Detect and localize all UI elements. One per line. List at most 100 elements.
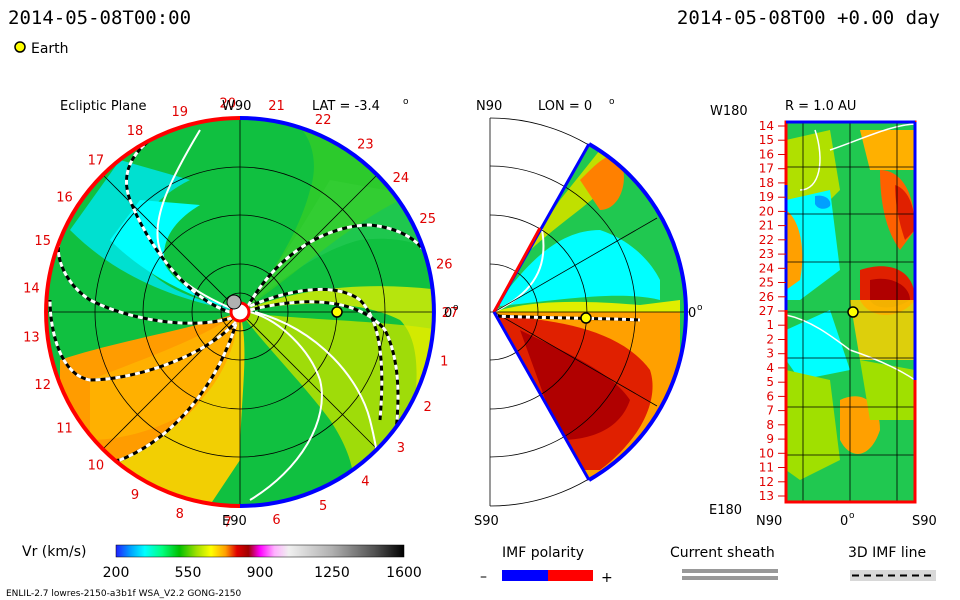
carrington-label-8: 8	[176, 507, 184, 522]
latlon-row-label-6: 6	[766, 389, 774, 403]
latlon-row-label-11: 11	[759, 461, 774, 475]
latlon-bottom-degree: o	[849, 511, 855, 521]
carrington-label-7: 7	[224, 516, 232, 531]
latlon-top-left-label: W180	[710, 104, 748, 119]
latlon-row-label-19: 19	[759, 190, 774, 204]
meridional-polarity-arc	[587, 142, 688, 482]
latlon-row-label-25: 25	[759, 276, 774, 290]
carrington-label-24: 24	[393, 171, 410, 186]
latlon-row-label-7: 7	[766, 404, 774, 418]
carrington-label-2: 2	[424, 400, 432, 415]
carrington-label-11: 11	[56, 421, 73, 436]
latlon-row-labels: 1415161718192021222324252627123456789101…	[759, 119, 786, 503]
earth-marker-ecliptic	[331, 306, 343, 318]
carrington-label-27: 27	[442, 306, 459, 321]
carrington-label-1: 1	[440, 354, 448, 369]
latlon-row-label-10: 10	[759, 446, 774, 460]
latlon-row-label-27: 27	[759, 304, 774, 318]
imf-positive-swatch	[548, 570, 593, 581]
imf-line-title: 3D IMF line	[848, 545, 926, 561]
latlon-row-label-3: 3	[766, 347, 774, 361]
latlon-row-label-2: 2	[766, 333, 774, 347]
speed-colorbar: Vr (km/s) 200 550 900 1250 1600	[22, 544, 422, 581]
right-timestamp: 2014-05-08T00 +0.00 day	[677, 7, 940, 29]
latlon-row-label-4: 4	[766, 361, 774, 375]
imf-negative-swatch	[502, 570, 548, 581]
earth-legend-label: Earth	[31, 41, 69, 57]
latlon-row-label-23: 23	[759, 247, 774, 261]
latlon-row-label-18: 18	[759, 176, 774, 190]
carrington-label-13: 13	[23, 330, 40, 345]
colorbar-gradient	[115, 544, 405, 558]
latlon-row-label-24: 24	[759, 261, 774, 275]
latlon-row-label-20: 20	[759, 204, 774, 218]
meridional-panel: N90 S90 LON = 0 o 0 o	[474, 97, 703, 529]
latlon-bottom-label-n90: N90	[756, 514, 782, 529]
carrington-label-23: 23	[357, 138, 374, 153]
latlon-panel: 1415161718192021222324252627123456789101…	[709, 99, 937, 529]
meridional-title: LON = 0	[538, 99, 592, 114]
colorbar-tick-900: 900	[247, 565, 274, 581]
ecliptic-polarity-negative-arc	[44, 116, 241, 508]
latlon-row-label-8: 8	[766, 418, 774, 432]
meridional-lower-edge	[492, 311, 591, 481]
ecliptic-right-label: 0	[444, 306, 452, 321]
carrington-label-3: 3	[397, 441, 405, 456]
ecliptic-latitude-label: LAT = -3.4	[312, 99, 380, 114]
latlon-row-label-26: 26	[759, 290, 774, 304]
latlon-row-label-21: 21	[759, 219, 774, 233]
latlon-row-label-12: 12	[759, 475, 774, 489]
latlon-bottom-label-0: 0	[840, 514, 848, 529]
carrington-label-19: 19	[172, 105, 189, 120]
colorbar-tick-1250: 1250	[314, 565, 350, 581]
ecliptic-polarity-positive-arc	[239, 116, 436, 508]
colorbar-label: Vr (km/s)	[22, 544, 86, 560]
imf-plus-label: +	[601, 570, 613, 586]
current-sheath-swatch-bottom	[682, 576, 778, 580]
meridional-top-label: N90	[476, 99, 502, 114]
imf-polarity-title: IMF polarity	[502, 545, 584, 561]
latlon-row-label-5: 5	[766, 375, 774, 389]
carrington-label-22: 22	[315, 113, 332, 128]
meridional-right-label: 0	[688, 306, 696, 321]
earth-marker-meridional	[580, 312, 592, 324]
carrington-label-25: 25	[419, 212, 436, 227]
carrington-label-14: 14	[23, 282, 40, 297]
carrington-label-10: 10	[88, 459, 105, 474]
ecliptic-bottom-label: E90	[222, 514, 247, 529]
model-info: ENLIL-2.7 lowres-2150-a3b1f WSA_V2.2 GON…	[6, 589, 242, 599]
carrington-label-16: 16	[56, 191, 73, 206]
ecliptic-title: Ecliptic Plane	[60, 99, 146, 114]
carrington-label-4: 4	[361, 474, 369, 489]
imf-minus-label: –	[480, 569, 487, 585]
ecliptic-latitude-degree: o	[403, 97, 409, 107]
latlon-row-label-17: 17	[759, 162, 774, 176]
imf-line-legend: 3D IMF line	[848, 545, 936, 581]
earth-marker-latlon	[847, 306, 859, 318]
colorbar-tick-550: 550	[175, 565, 202, 581]
ecliptic-right-degree: o	[453, 303, 459, 313]
latlon-row-label-14: 14	[759, 119, 774, 133]
carrington-label-9: 9	[131, 488, 139, 503]
carrington-label-26: 26	[436, 258, 453, 273]
meridional-right-degree: o	[697, 303, 703, 313]
ecliptic-top-label: W90	[222, 99, 251, 114]
left-timestamp: 2014-05-08T00:00	[8, 7, 191, 29]
meridional-speed-map	[494, 144, 686, 480]
imf-polarity-legend: IMF polarity – +	[480, 545, 613, 586]
latlon-bottom-label-s90: S90	[912, 514, 937, 529]
carrington-label-21: 21	[268, 99, 285, 114]
latlon-row-label-9: 9	[766, 432, 774, 446]
current-sheath-legend: Current sheath	[670, 545, 778, 580]
meridional-bottom-label: S90	[474, 514, 499, 529]
latlon-bottom-left-label: E180	[709, 503, 742, 518]
carrington-label-15: 15	[34, 234, 51, 249]
current-sheath-title: Current sheath	[670, 545, 775, 561]
colorbar-tick-200: 200	[103, 565, 130, 581]
current-sheath-swatch-top	[682, 569, 778, 573]
sun-marker	[226, 294, 242, 310]
carrington-label-5: 5	[319, 499, 327, 514]
